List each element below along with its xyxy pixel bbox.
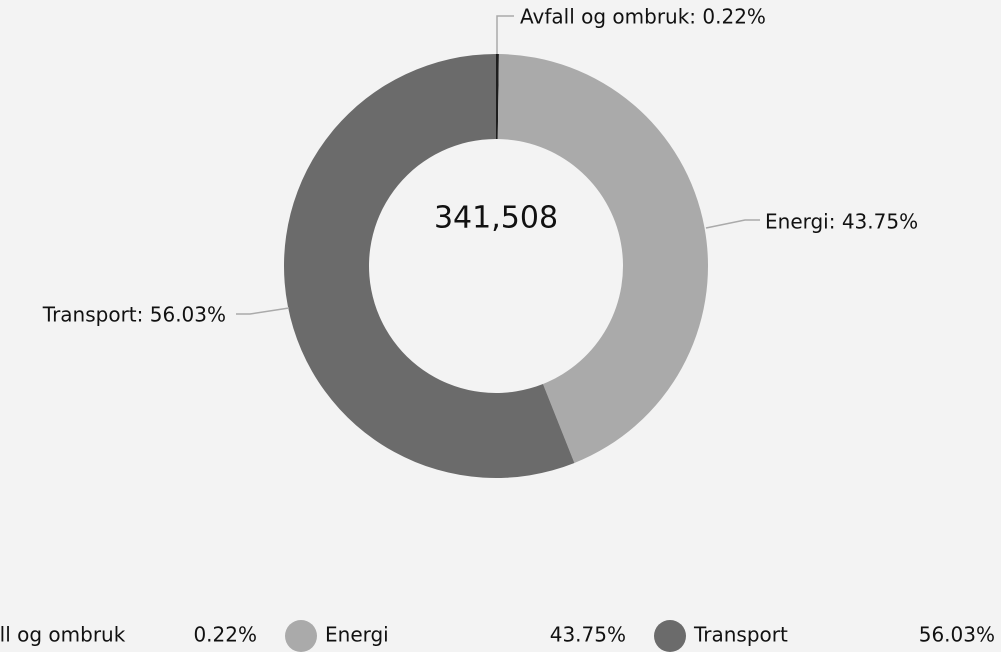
donut-slice [497, 54, 708, 463]
callout-label: Energi: 43.75% [765, 210, 918, 234]
callout-label: Transport: 56.03% [42, 303, 226, 327]
legend-label: Transport [693, 623, 788, 647]
legend-label: Avfall og ombruk [0, 623, 126, 647]
legend-value: 56.03% [919, 623, 995, 647]
center-label: 341,508 [434, 201, 558, 236]
legend-value: 43.75% [550, 623, 626, 647]
callout-line [496, 15, 514, 54]
callout-line [705, 219, 760, 229]
legend-label: Energi [325, 623, 389, 647]
legend-value: 0.22% [193, 623, 257, 647]
callout-line [236, 307, 290, 315]
callout-label: Avfall og ombruk: 0.22% [520, 5, 766, 29]
legend-swatch [654, 620, 686, 652]
donut-slice [496, 54, 499, 140]
donut-slice [283, 54, 575, 478]
legend-swatch [285, 620, 317, 652]
